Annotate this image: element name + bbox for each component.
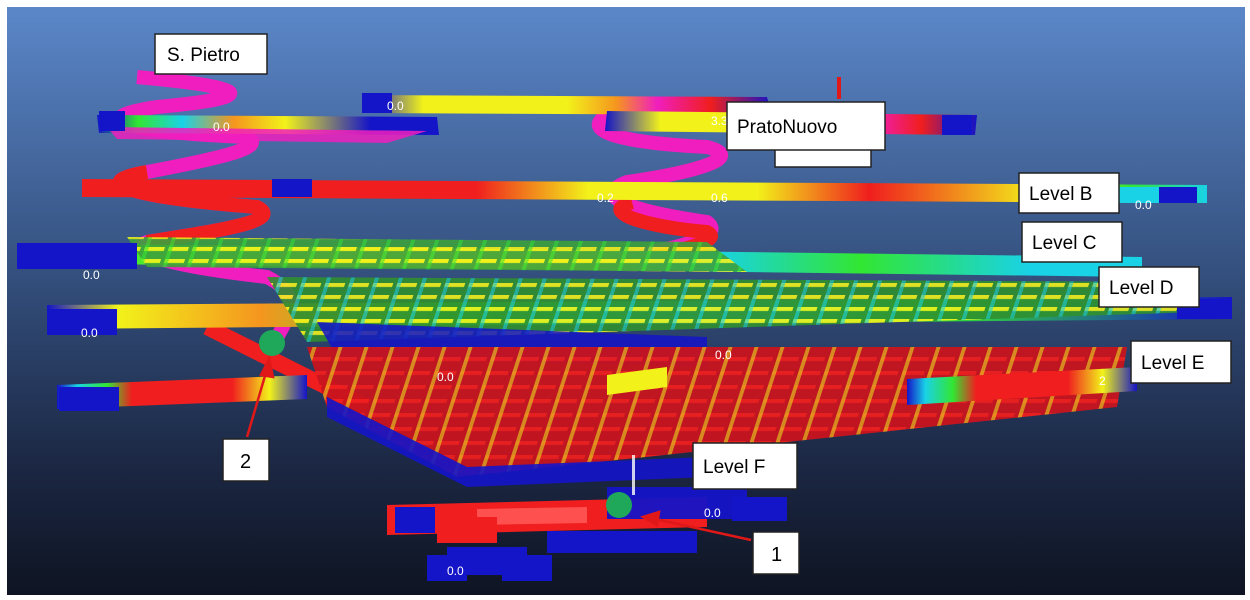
callout-2-text: 2	[240, 451, 251, 473]
marker-2	[259, 330, 285, 356]
callout-1: 1	[752, 531, 800, 575]
level-f	[387, 445, 787, 581]
value-label: 0.0	[1135, 198, 1152, 212]
arrow-1	[639, 510, 752, 542]
marker-1	[606, 492, 632, 518]
value-label: 3.3	[711, 114, 728, 128]
value-label: 0.0	[81, 326, 98, 340]
mine-level-scene: 0.0 0.0 3.3 0.2 0.6 0.0 0.0 0.0 0.0 0.0 …	[7, 7, 1245, 595]
label-level-f-text: Level F	[703, 457, 765, 478]
value-label: 0.0	[447, 564, 464, 578]
label-prato-nuovo-text: PratoNuovo	[737, 117, 837, 138]
arrow-2	[245, 355, 275, 438]
label-level-d-text: Level D	[1109, 278, 1173, 299]
label-prato-nuovo: PratoNuovo	[726, 101, 886, 168]
value-label: 0.0	[704, 506, 721, 520]
value-label: 0.0	[83, 268, 100, 282]
3d-viewport[interactable]: 0.0 0.0 3.3 0.2 0.6 0.0 0.0 0.0 0.0 0.0 …	[7, 7, 1245, 595]
value-label: 0.6	[711, 191, 728, 205]
value-label: 0.0	[437, 370, 454, 384]
label-level-c: Level C	[1021, 221, 1123, 263]
callout-2: 2	[222, 438, 270, 482]
label-level-e-text: Level E	[1141, 353, 1204, 374]
callout-1-text: 1	[771, 544, 782, 566]
label-s-pietro: S. Pietro	[154, 33, 268, 75]
level-c	[17, 237, 1142, 277]
label-level-e: Level E	[1130, 340, 1232, 384]
label-s-pietro-text: S. Pietro	[167, 45, 240, 66]
value-label: 0.0	[715, 348, 732, 362]
value-label: 0.0	[213, 120, 230, 134]
value-label: 0.0	[387, 99, 404, 113]
label-level-d: Level D	[1098, 266, 1200, 308]
label-level-b-text: Level B	[1029, 184, 1092, 205]
label-level-f: Level F	[692, 442, 798, 490]
level-b	[82, 179, 1207, 203]
value-label: 0.2	[597, 191, 614, 205]
label-level-c-text: Level C	[1032, 233, 1096, 254]
level-e	[57, 347, 1137, 487]
value-label: 2	[1099, 374, 1106, 388]
label-level-b: Level B	[1018, 172, 1120, 214]
